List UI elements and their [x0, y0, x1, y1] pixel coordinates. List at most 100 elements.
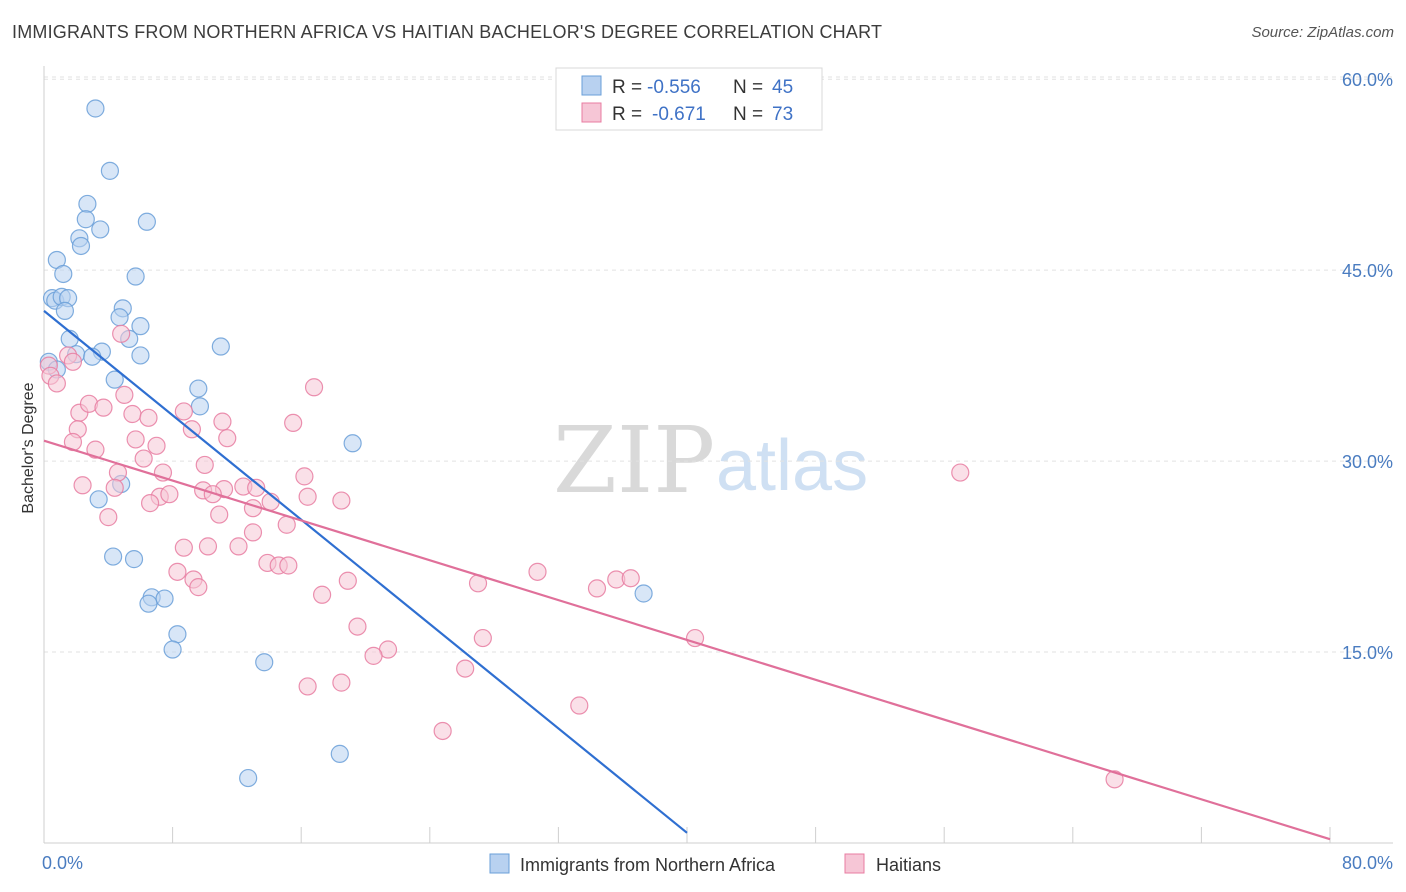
point-northern-africa	[131, 317, 150, 336]
legend-n-value-1: 45	[772, 77, 793, 98]
point-haitians	[243, 523, 263, 542]
point-haitians	[99, 508, 118, 527]
legend-r-label-1: R =	[612, 77, 642, 98]
point-haitians	[338, 571, 357, 590]
point-haitians	[229, 537, 248, 556]
point-haitians	[73, 476, 92, 495]
point-haitians	[284, 413, 303, 433]
point-northern-africa	[634, 584, 653, 603]
legend-n-label-1: N =	[733, 77, 763, 98]
point-northern-africa	[78, 194, 97, 214]
point-northern-africa	[155, 589, 174, 608]
point-northern-africa	[91, 220, 110, 239]
point-northern-africa	[168, 625, 187, 644]
point-haitians	[621, 569, 640, 588]
legend-n-label-2: N =	[733, 104, 763, 125]
point-northern-africa	[100, 161, 120, 180]
trend-lines	[43, 310, 1331, 841]
point-haitians	[433, 721, 452, 741]
series-legend-label-pink: Haitians	[876, 855, 941, 875]
point-haitians	[168, 562, 187, 581]
point-haitians	[123, 404, 142, 424]
y-tick-label: 15.0%	[1342, 643, 1393, 663]
point-haitians	[528, 562, 547, 581]
y-axis-label: Bachelor's Degree	[20, 382, 37, 513]
point-haitians	[247, 478, 266, 497]
point-haitians	[139, 408, 158, 427]
point-haitians	[140, 494, 160, 513]
y-tick-label: 45.0%	[1342, 261, 1393, 281]
point-haitians	[160, 485, 179, 504]
watermark-zip: ZIP	[553, 407, 715, 514]
point-northern-africa	[110, 308, 129, 327]
point-haitians	[195, 455, 214, 475]
point-haitians	[86, 440, 105, 459]
point-haitians	[298, 677, 317, 696]
legend-r-value-1: -0.556	[647, 77, 701, 98]
point-northern-africa	[124, 550, 144, 569]
point-northern-africa	[137, 212, 156, 231]
point-northern-africa	[54, 264, 73, 284]
point-haitians	[47, 374, 66, 393]
point-haitians	[364, 646, 383, 665]
y-tick-labels: 15.0% 30.0% 45.0% 60.0%	[1342, 70, 1393, 663]
legend-swatch-blue	[581, 75, 602, 96]
point-haitians	[126, 430, 145, 449]
series-legend: Immigrants from Northern Africa Haitians	[489, 853, 941, 875]
point-haitians	[189, 578, 208, 597]
point-haitians	[1105, 770, 1124, 789]
point-haitians	[210, 505, 229, 524]
series-legend-swatch-blue	[489, 853, 510, 874]
point-haitians	[685, 628, 705, 648]
point-haitians	[174, 538, 193, 557]
series-legend-swatch-pink	[844, 853, 865, 874]
watermark: ZIP atlas	[553, 407, 868, 514]
point-haitians	[112, 324, 131, 343]
point-northern-africa	[104, 547, 123, 566]
point-northern-africa	[190, 397, 210, 416]
x-tick-label-min: 0.0%	[42, 853, 83, 873]
axes	[43, 66, 1393, 844]
point-haitians	[94, 398, 113, 417]
legend: R = -0.556 N = 45 R = -0.671 N = 73	[555, 67, 823, 131]
x-tick-label-max: 80.0%	[1342, 853, 1393, 873]
legend-r-value-2: -0.671	[652, 104, 706, 125]
point-northern-africa	[55, 301, 74, 320]
point-northern-africa	[343, 434, 362, 453]
point-haitians	[295, 467, 314, 486]
point-haitians	[105, 478, 124, 497]
point-northern-africa	[189, 379, 208, 398]
legend-r-label-2: R =	[612, 104, 642, 125]
x-tick-labels: 0.0% 80.0%	[42, 853, 1393, 873]
legend-n-value-2: 73	[772, 104, 793, 125]
point-haitians	[348, 617, 367, 636]
series-legend-label-blue: Immigrants from Northern Africa	[520, 855, 776, 875]
point-haitians	[63, 352, 83, 371]
point-northern-africa	[86, 99, 105, 118]
grid-lines	[44, 76, 1393, 653]
point-northern-africa	[131, 346, 150, 365]
point-northern-africa	[105, 370, 124, 389]
point-northern-africa	[89, 490, 108, 509]
point-northern-africa	[255, 653, 274, 672]
point-haitians	[213, 412, 232, 431]
legend-swatch-pink	[581, 102, 602, 123]
point-haitians	[203, 485, 222, 504]
watermark-atlas: atlas	[716, 426, 868, 506]
point-haitians	[198, 537, 218, 556]
point-haitians	[147, 436, 166, 455]
point-haitians	[332, 673, 351, 692]
point-haitians	[279, 556, 298, 575]
point-northern-africa	[71, 236, 91, 256]
point-northern-africa	[126, 267, 145, 286]
y-tick-label: 60.0%	[1342, 70, 1393, 90]
point-haitians	[570, 696, 589, 715]
chart-title: IMMIGRANTS FROM NORTHERN AFRICA VS HAITI…	[12, 22, 883, 42]
y-tick-label: 30.0%	[1342, 452, 1393, 472]
point-haitians	[312, 585, 332, 604]
point-northern-africa	[139, 594, 158, 613]
point-northern-africa	[163, 640, 182, 659]
point-haitians	[298, 487, 317, 506]
point-haitians	[304, 378, 324, 397]
